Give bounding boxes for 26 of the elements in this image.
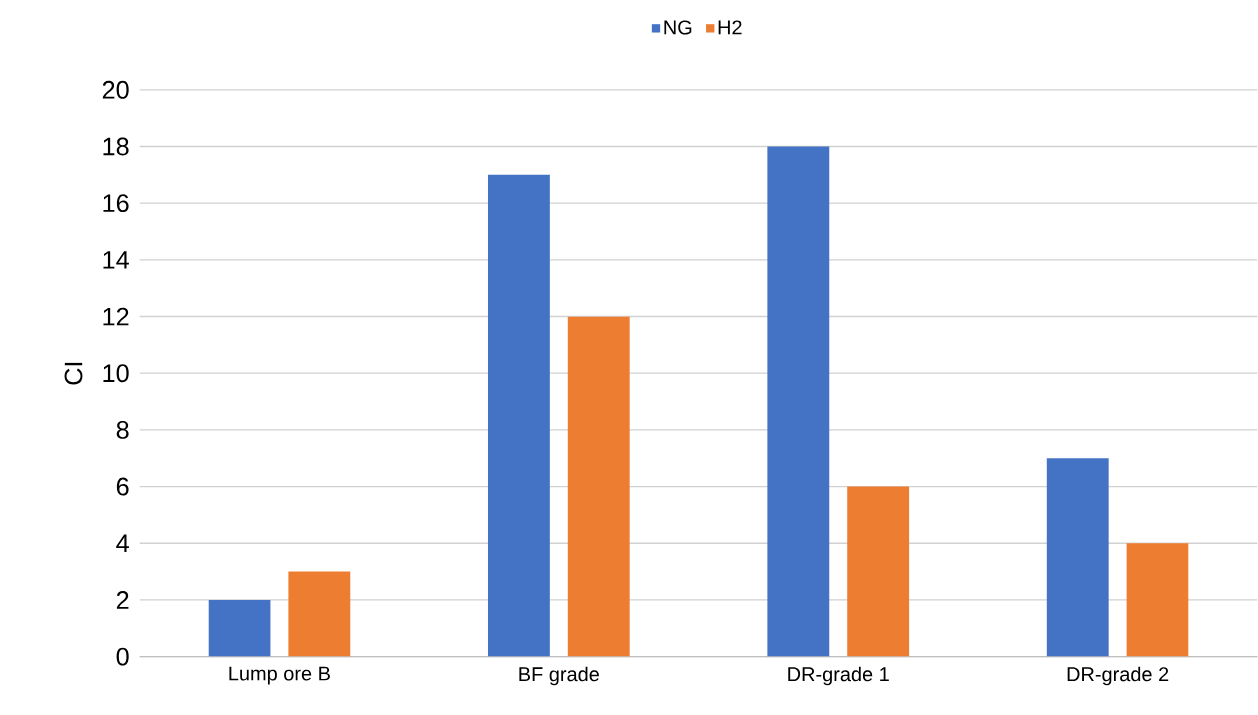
y-tick-label: 4: [116, 534, 129, 552]
bar: [847, 486, 910, 657]
legend-label: NG: [664, 20, 692, 35]
y-tick-label: 0: [116, 647, 129, 666]
bar: [1046, 457, 1109, 657]
x-tick-label: DR-grade 1: [788, 666, 889, 685]
y-tick-label: 6: [116, 477, 129, 496]
y-tick-label: 14: [103, 250, 129, 269]
y-axis-title: CI: [64, 362, 83, 385]
x-tick-label: DR-grade 2: [1067, 666, 1169, 685]
legend-label: H2: [718, 20, 742, 35]
y-tick-label: 8: [116, 420, 129, 439]
bar: [1126, 543, 1189, 657]
y-tick-label: 2: [116, 590, 129, 609]
y-tick-label: 20: [102, 80, 129, 99]
bar: [208, 599, 271, 657]
y-tick-label: 12: [103, 307, 129, 326]
bar: [487, 174, 550, 657]
bar: [767, 146, 830, 657]
bar: [567, 316, 630, 657]
y-tick-label: 18: [103, 137, 129, 156]
x-tick-label: Lump ore B: [229, 666, 330, 685]
y-tick-label: 10: [103, 364, 129, 382]
x-tick-label: BF grade: [519, 666, 599, 685]
bar: [288, 571, 351, 657]
y-tick-label: 16: [103, 193, 129, 212]
